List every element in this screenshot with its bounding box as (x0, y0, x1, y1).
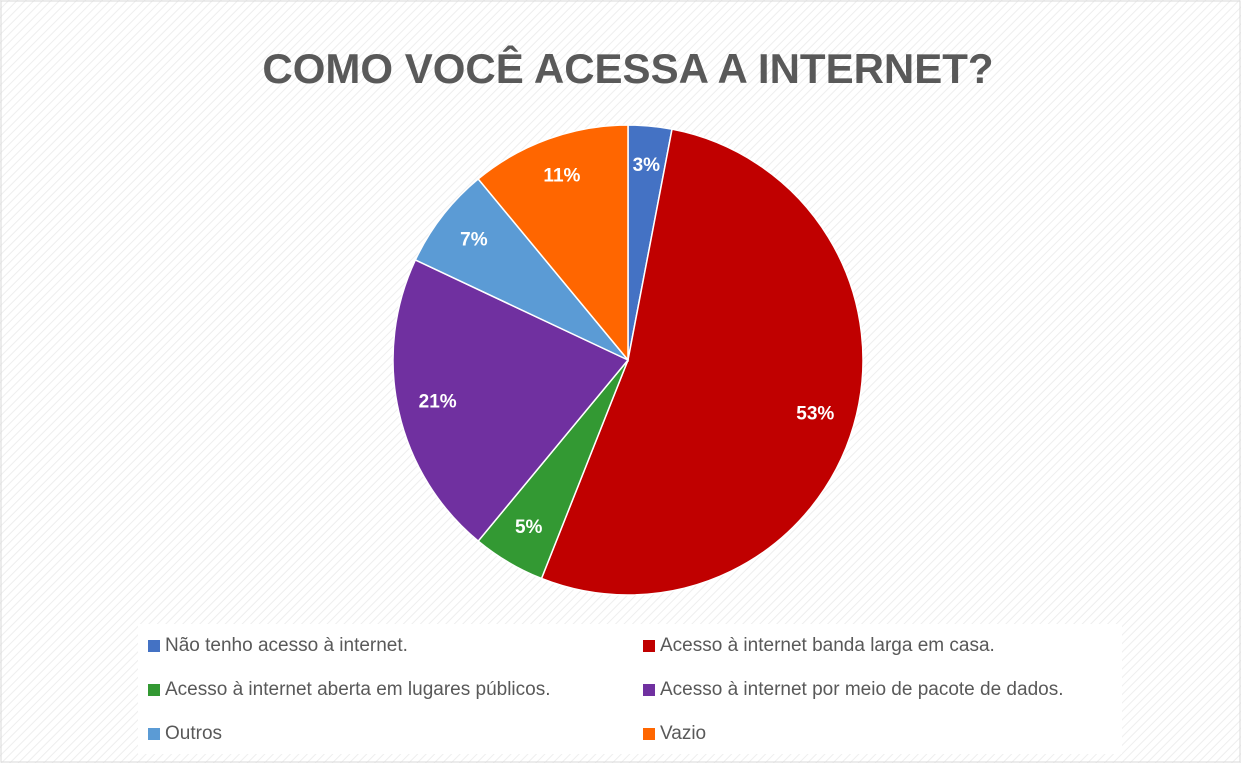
legend-box (138, 624, 1122, 754)
pie-slice (392, 258, 630, 543)
data-label: 21% (419, 392, 457, 413)
legend-swatch (148, 684, 160, 696)
legend-swatch (148, 640, 160, 652)
pie-slice (540, 128, 864, 596)
pie-slice (477, 124, 629, 363)
legend-label: Não tenho acesso à internet. (165, 635, 408, 656)
legend-label: Acesso à internet aberta em lugares públ… (165, 679, 551, 700)
pie: 3% 53% 5% 21% 7% 11% (392, 124, 864, 596)
data-label: 3% (633, 155, 661, 176)
legend-label: Outros (165, 723, 222, 744)
chart-title: COMO VOCÊ ACESSA A INTERNET? (262, 44, 993, 92)
data-label: 53% (796, 403, 834, 424)
legend: Não tenho acesso à internet. Acesso à int… (138, 624, 1122, 754)
legend-swatch (643, 640, 655, 652)
legend-swatch (643, 684, 655, 696)
legend-label: Vazio (660, 723, 706, 744)
legend-label: Acesso à internet por meio de pacote de … (660, 679, 1063, 700)
pie-slice (414, 177, 629, 361)
legend-swatch (643, 728, 655, 740)
data-label: 7% (460, 229, 488, 250)
legend-swatch (148, 728, 160, 740)
data-label: 5% (515, 517, 543, 538)
data-label: 11% (543, 165, 580, 186)
legend-label: Acesso à internet banda larga em casa. (660, 635, 995, 656)
